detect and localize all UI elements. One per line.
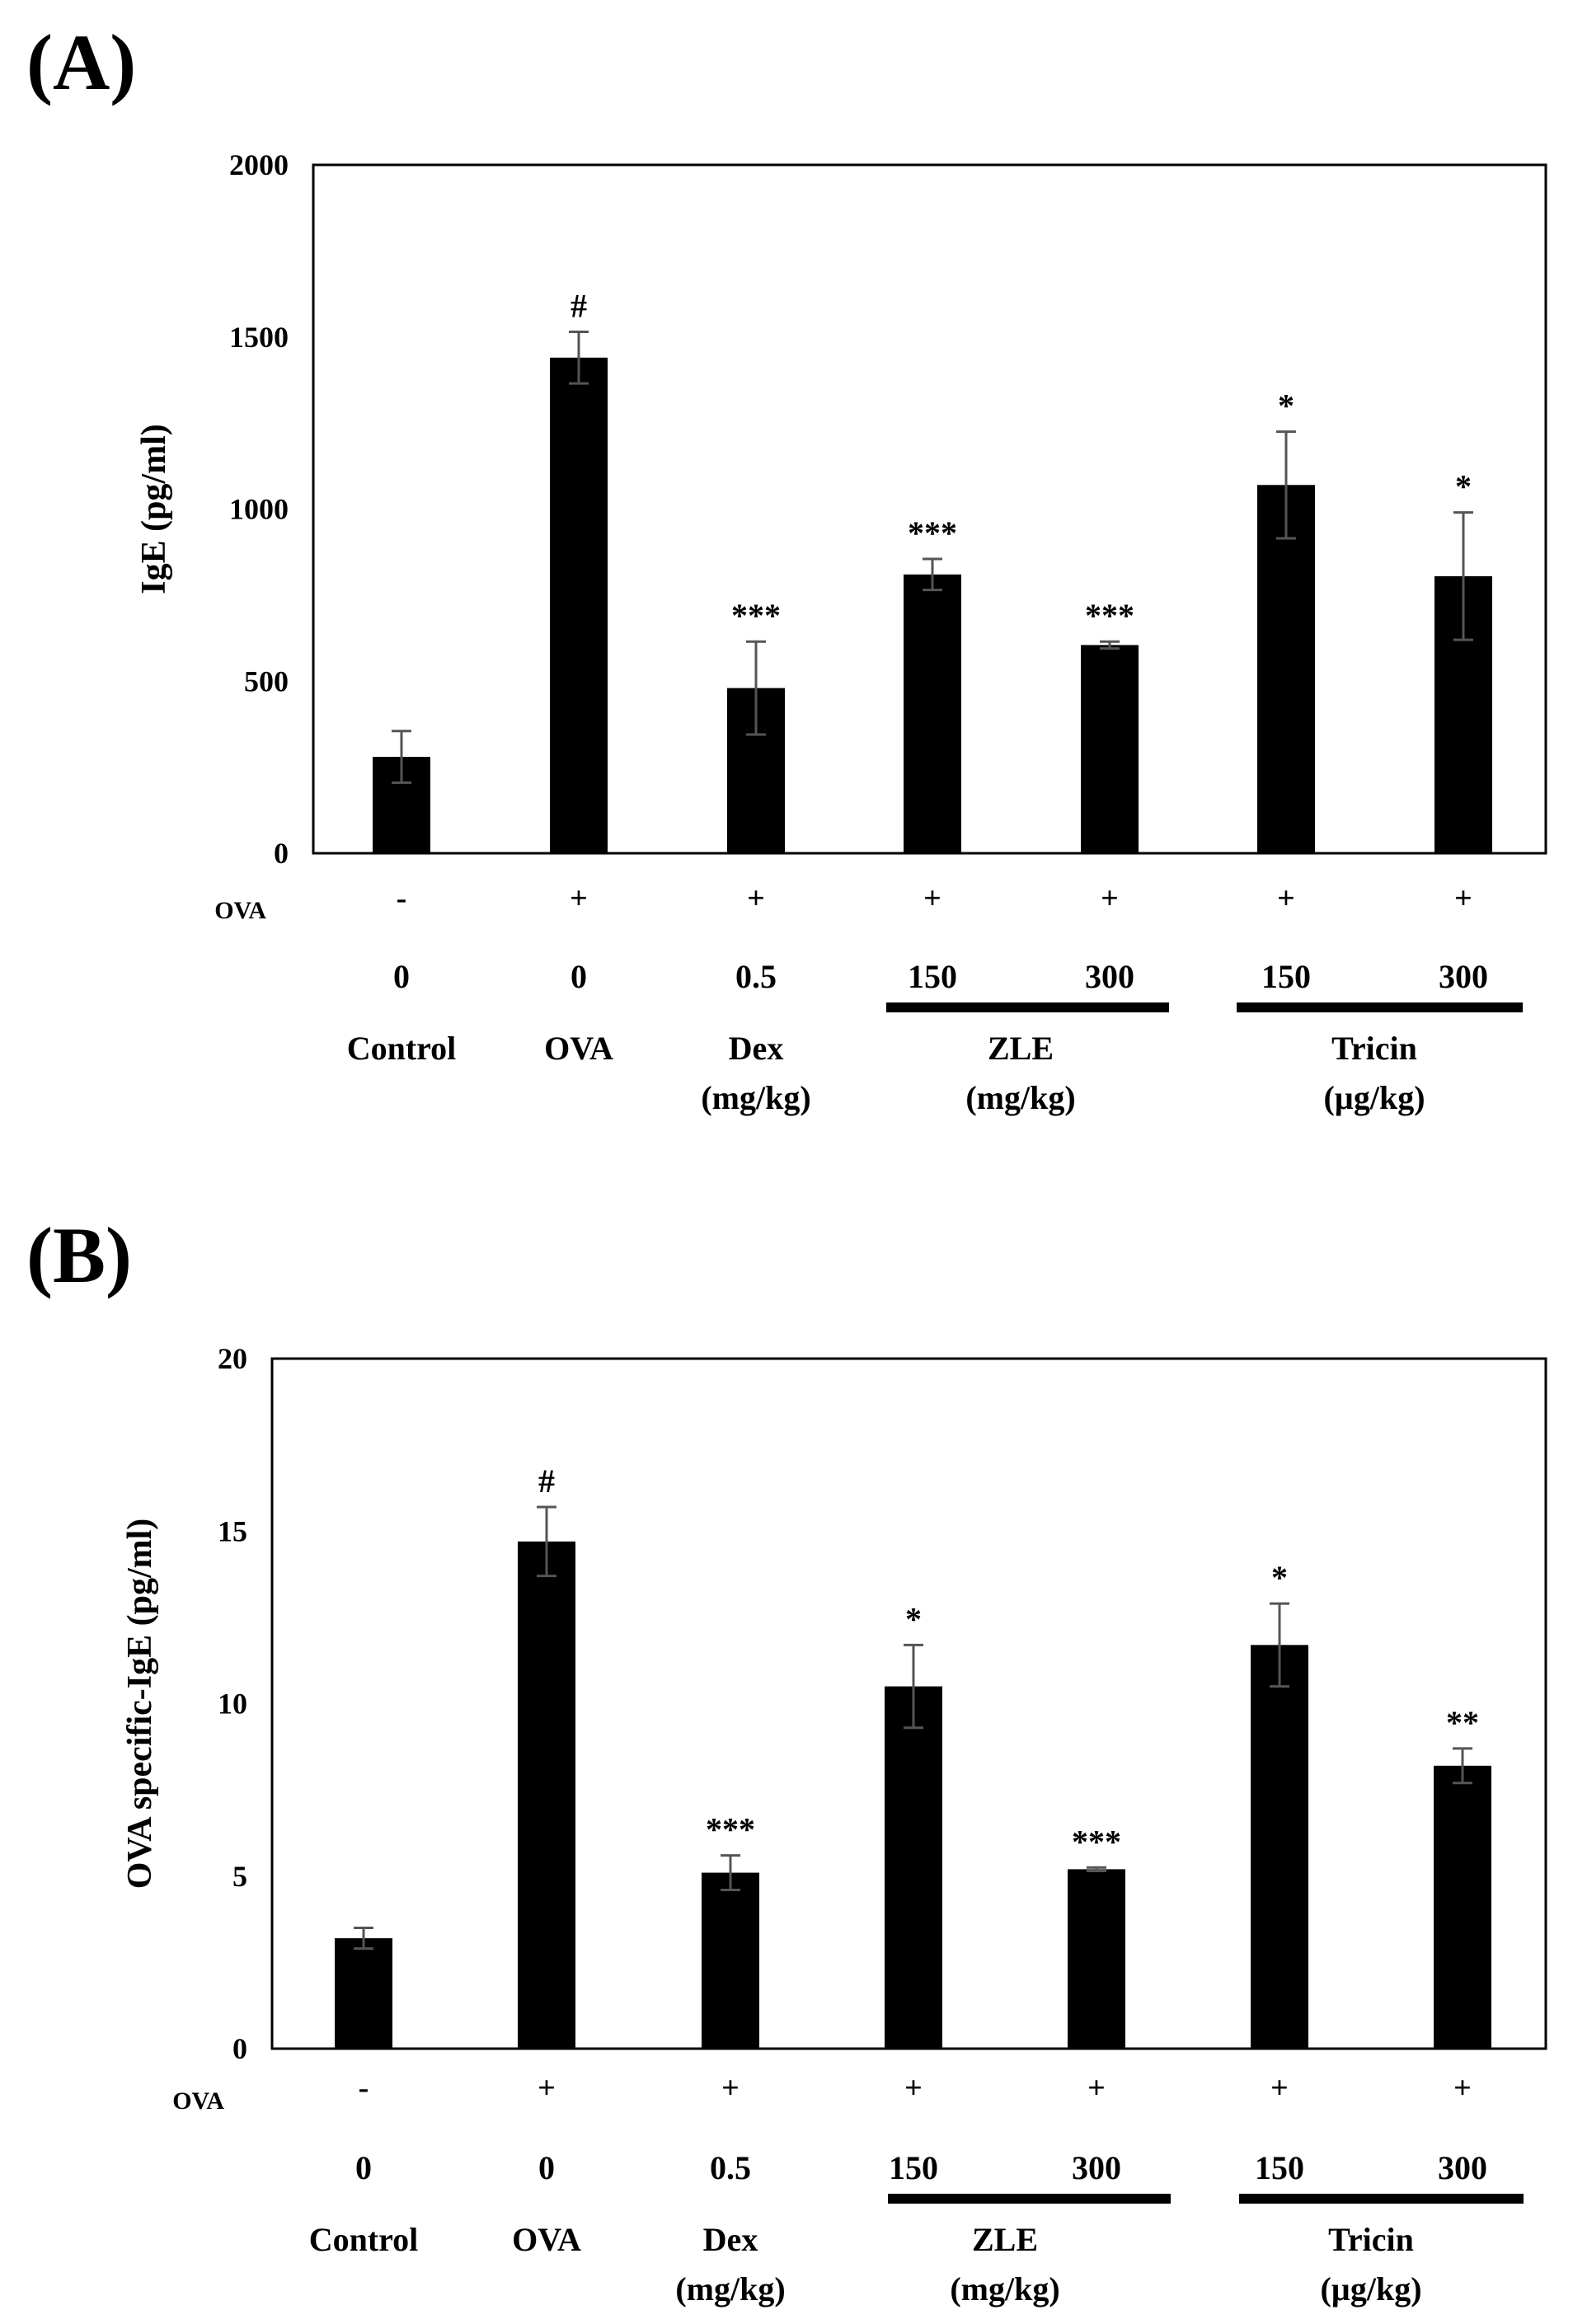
dose-label-a: 300 — [1085, 958, 1134, 995]
significance-mark-a: # — [571, 287, 587, 324]
bar-b — [335, 1938, 392, 2049]
ova-sign-b: + — [1453, 2071, 1472, 2106]
group-unit-label-a: (mg/kg) — [701, 1079, 810, 1116]
y-tick-label-b: 5 — [232, 1860, 247, 1893]
significance-mark-b: *** — [1072, 1823, 1121, 1860]
significance-mark-a: * — [1455, 468, 1472, 505]
dose-label-a: 0 — [393, 958, 410, 995]
dose-label-a: 150 — [908, 958, 957, 995]
bar-b — [885, 1686, 942, 2049]
ova-sign-a: + — [1277, 881, 1295, 916]
ova-sign-b: + — [1087, 2071, 1106, 2106]
y-tick-label-a: 1500 — [229, 321, 289, 354]
y-tick-label-b: 20 — [218, 1342, 247, 1375]
y-tick-label-b: 15 — [218, 1514, 247, 1547]
dose-label-b: 150 — [889, 2149, 938, 2186]
bar-a — [1081, 645, 1139, 853]
significance-mark-b: * — [1271, 1559, 1288, 1596]
significance-mark-b: ** — [1446, 1704, 1479, 1741]
dose-label-b: 0 — [538, 2149, 555, 2186]
group-unit-label-b: (mg/kg) — [950, 2270, 1059, 2308]
ova-sign-a: + — [1454, 881, 1472, 916]
ova-sign-b: + — [1270, 2071, 1289, 2106]
significance-mark-a: *** — [908, 514, 957, 552]
bar-b — [1068, 1869, 1125, 2049]
dose-label-b: 0.5 — [710, 2149, 751, 2186]
y-tick-label-a: 2000 — [229, 148, 289, 181]
ova-sign-b: - — [359, 2071, 369, 2106]
group-label-b: ZLE — [972, 2221, 1038, 2258]
group-label-b: Tricin — [1328, 2221, 1414, 2258]
group-label-a: Dex — [729, 1030, 784, 1067]
group-unit-label-a: (µg/kg) — [1323, 1079, 1425, 1116]
y-tick-label-a: 1000 — [229, 493, 289, 526]
y-axis-label-b: OVA specific-IgE (pg/ml) — [121, 1519, 159, 1890]
ova-sign-a: + — [747, 881, 765, 916]
dose-label-b: 300 — [1438, 2149, 1487, 2186]
ova-sign-b: + — [904, 2071, 923, 2106]
significance-mark-b: * — [905, 1600, 922, 1637]
group-unit-label-a: (mg/kg) — [965, 1079, 1075, 1116]
ova-sign-a: + — [923, 881, 941, 916]
group-unit-label-b: (µg/kg) — [1320, 2270, 1421, 2308]
ova-sign-a: + — [570, 881, 588, 916]
significance-mark-a: *** — [1085, 597, 1134, 634]
dose-label-a: 0 — [571, 958, 587, 995]
bar-a — [1257, 485, 1315, 853]
group-label-a: Control — [347, 1030, 457, 1067]
y-tick-label-a: 500 — [244, 664, 289, 697]
ova-row-label-a: OVA — [214, 897, 266, 924]
ova-sign-a: + — [1101, 881, 1119, 916]
dose-label-b: 0 — [355, 2149, 372, 2186]
ova-sign-a: - — [397, 881, 407, 916]
significance-mark-b: *** — [706, 1811, 755, 1848]
group-label-b: Dex — [703, 2221, 758, 2258]
bar-a — [904, 574, 961, 853]
y-tick-label-b: 10 — [218, 1688, 247, 1721]
bar-b — [518, 1541, 575, 2049]
dose-label-a: 300 — [1439, 958, 1488, 995]
group-label-b: Control — [309, 2221, 419, 2258]
dose-label-a: 0.5 — [735, 958, 777, 995]
group-label-a: Tricin — [1331, 1030, 1417, 1067]
bar-b — [1434, 1765, 1491, 2049]
y-tick-label-b: 0 — [232, 2032, 247, 2065]
y-tick-label-a: 0 — [274, 837, 289, 870]
group-label-a: OVA — [544, 1030, 613, 1067]
group-label-a: ZLE — [988, 1030, 1054, 1067]
significance-mark-a: *** — [731, 597, 781, 634]
significance-mark-b: # — [538, 1462, 555, 1500]
panel-label-b: (B) — [26, 1211, 132, 1299]
bar-b — [1251, 1645, 1308, 2049]
group-label-b: OVA — [512, 2221, 581, 2258]
dose-label-b: 300 — [1072, 2149, 1121, 2186]
panel-label-a: (A) — [26, 18, 136, 106]
ova-sign-b: + — [721, 2071, 740, 2106]
bar-a — [550, 357, 608, 853]
ova-row-label-b: OVA — [172, 2087, 224, 2115]
ova-sign-b: + — [538, 2071, 556, 2106]
group-unit-label-b: (mg/kg) — [675, 2270, 785, 2308]
y-axis-label-a: IgE (pg/ml) — [135, 424, 173, 594]
significance-mark-a: * — [1278, 387, 1294, 425]
bar-b — [702, 1872, 759, 2049]
dose-label-b: 150 — [1255, 2149, 1304, 2186]
dose-label-a: 150 — [1261, 958, 1311, 995]
